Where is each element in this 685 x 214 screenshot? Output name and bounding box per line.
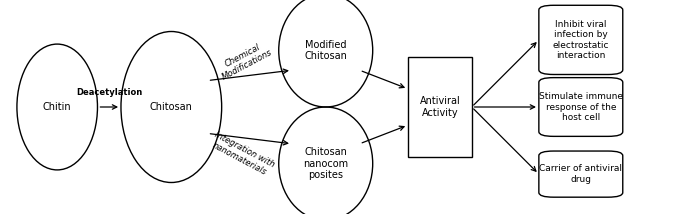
Text: Integration with
nanomaterials: Integration with nanomaterials <box>208 130 276 178</box>
Text: Deacetylation: Deacetylation <box>76 88 142 97</box>
Text: Antiviral
Activity: Antiviral Activity <box>419 96 460 118</box>
Text: Chitosan
nanocom
posites: Chitosan nanocom posites <box>303 147 348 180</box>
Text: Carrier of antiviral
drug: Carrier of antiviral drug <box>539 164 622 184</box>
Text: Inhibit viral
infection by
electrostatic
interaction: Inhibit viral infection by electrostatic… <box>553 20 609 60</box>
Text: Chitosan: Chitosan <box>150 102 192 112</box>
Text: Chitin: Chitin <box>43 102 71 112</box>
Text: Modified
Chitosan: Modified Chitosan <box>304 40 347 61</box>
Text: Chemical
Modifications: Chemical Modifications <box>216 38 274 82</box>
Text: Stimulate immune
response of the
host cell: Stimulate immune response of the host ce… <box>539 92 623 122</box>
